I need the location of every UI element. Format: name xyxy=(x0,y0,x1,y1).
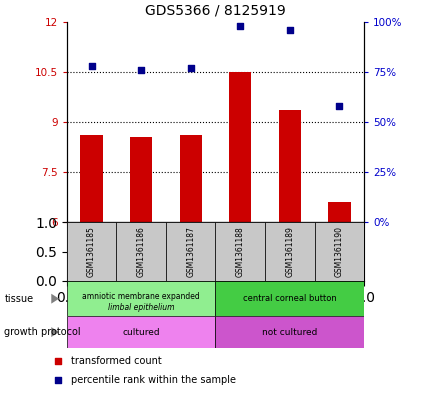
Text: growth protocol: growth protocol xyxy=(4,327,81,337)
Bar xyxy=(328,202,350,222)
Text: GSM1361190: GSM1361190 xyxy=(334,226,343,277)
Text: GSM1361186: GSM1361186 xyxy=(136,226,145,277)
Title: GDS5366 / 8125919: GDS5366 / 8125919 xyxy=(145,4,285,18)
Text: GSM1361185: GSM1361185 xyxy=(87,226,96,277)
Bar xyxy=(67,222,116,281)
Point xyxy=(55,358,61,364)
Text: not cultured: not cultured xyxy=(261,328,317,336)
Bar xyxy=(67,281,215,316)
Point xyxy=(236,22,243,29)
Point xyxy=(55,377,61,384)
Text: tissue: tissue xyxy=(4,294,34,304)
Bar xyxy=(229,72,251,222)
Text: cultured: cultured xyxy=(122,328,160,336)
Text: percentile rank within the sample: percentile rank within the sample xyxy=(71,375,235,386)
Text: limbal epithelium: limbal epithelium xyxy=(108,303,174,312)
Bar xyxy=(130,137,152,222)
Bar xyxy=(264,222,314,281)
Bar xyxy=(215,281,363,316)
Polygon shape xyxy=(51,294,59,304)
Text: GSM1361188: GSM1361188 xyxy=(235,226,244,277)
Bar xyxy=(314,222,363,281)
Point xyxy=(335,103,342,109)
Text: transformed count: transformed count xyxy=(71,356,161,366)
Bar xyxy=(215,222,264,281)
Bar xyxy=(116,222,166,281)
Bar xyxy=(215,316,363,348)
Polygon shape xyxy=(51,327,59,337)
Point xyxy=(187,64,194,71)
Text: GSM1361187: GSM1361187 xyxy=(186,226,195,277)
Point xyxy=(138,66,144,73)
Bar xyxy=(67,316,215,348)
Bar xyxy=(278,110,300,222)
Text: amniotic membrane expanded: amniotic membrane expanded xyxy=(82,292,200,301)
Text: GSM1361189: GSM1361189 xyxy=(285,226,294,277)
Bar xyxy=(80,135,102,222)
Point xyxy=(88,62,95,69)
Text: central corneal button: central corneal button xyxy=(243,294,336,303)
Bar xyxy=(166,222,215,281)
Point xyxy=(286,26,292,33)
Bar xyxy=(179,135,201,222)
